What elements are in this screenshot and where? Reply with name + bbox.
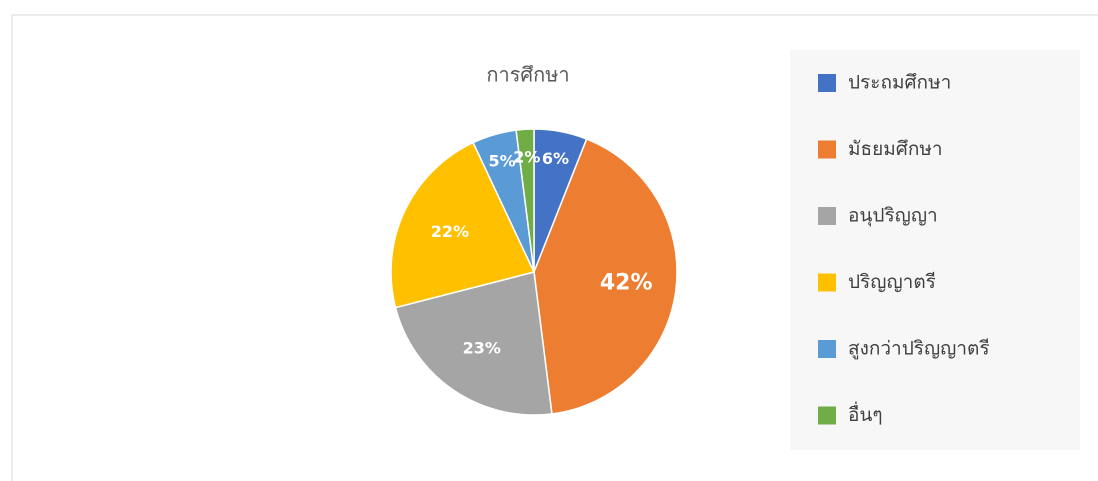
data-label: 6% (542, 149, 569, 168)
legend-swatch (818, 273, 836, 292)
legend-swatch (818, 406, 836, 425)
chart-title: การศึกษา (486, 63, 569, 87)
pie-slice (533, 138, 678, 415)
legend-box (790, 50, 1080, 450)
data-label: 2% (513, 147, 540, 166)
legend-label: ปริญญาตรี (848, 271, 936, 293)
legend-swatch (818, 207, 836, 225)
data-label: 42% (600, 271, 653, 296)
legend-label: อนุปริญญา (848, 205, 938, 228)
legend-swatch (818, 340, 836, 358)
pie-slice (515, 128, 535, 273)
data-label: 5% (488, 152, 515, 171)
legend-label: สูงกว่าปริญญาตรี (848, 338, 990, 360)
legend-label: อื่นๆ (848, 401, 883, 426)
data-label: 23% (463, 338, 501, 357)
data-label: 22% (431, 222, 469, 241)
pie-slice (390, 141, 536, 309)
legend-swatch (818, 74, 836, 92)
pie-slice (394, 271, 553, 416)
legend-label: มัธยมศึกษา (848, 138, 943, 160)
legend-swatch (818, 140, 836, 159)
legend-label: ประถมศึกษา (848, 72, 951, 94)
